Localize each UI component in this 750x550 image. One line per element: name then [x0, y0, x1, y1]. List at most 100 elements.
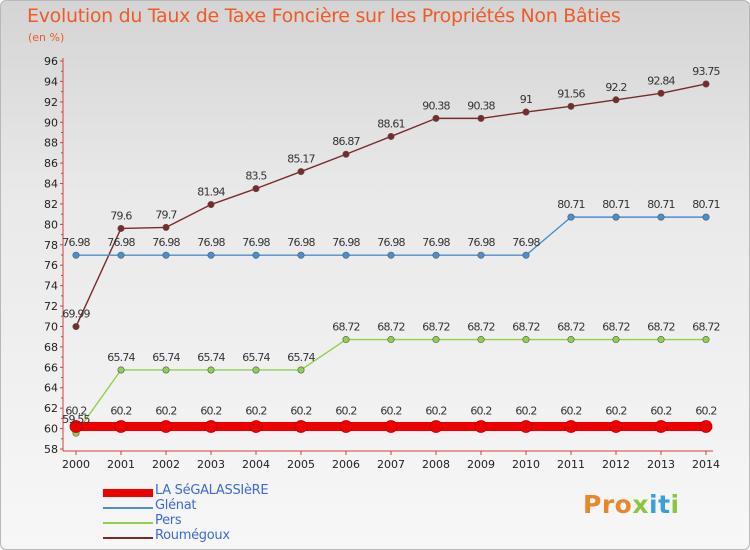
x-tick-label: 2012	[602, 458, 630, 471]
logo-letter: x	[632, 490, 649, 519]
data-label: 59.55	[62, 413, 90, 426]
data-point	[609, 420, 623, 433]
data-label: 60.2	[65, 405, 86, 418]
logo-letter: r	[601, 490, 615, 519]
data-point	[339, 420, 353, 433]
data-point	[657, 89, 665, 97]
logo-letter: P	[583, 490, 602, 519]
data-point	[567, 102, 575, 110]
data-label: 60.2	[650, 405, 671, 418]
data-label: 76.98	[287, 236, 315, 249]
data-label: 80.71	[557, 198, 585, 211]
data-label: 68.72	[557, 321, 585, 334]
y-tick-label: 68	[44, 341, 58, 354]
data-point	[384, 420, 398, 433]
data-label: 76.98	[197, 236, 225, 249]
chart-title: Evolution du Taux de Taxe Foncière sur l…	[27, 5, 621, 27]
x-tick-label: 2005	[287, 458, 315, 471]
data-point	[477, 251, 485, 259]
data-label: 60.2	[515, 405, 536, 418]
data-point	[387, 251, 395, 259]
data-point	[252, 185, 260, 193]
data-label: 76.98	[422, 236, 450, 249]
y-tick-label: 72	[44, 300, 58, 313]
data-point	[432, 336, 440, 344]
x-tick-label: 2013	[647, 458, 675, 471]
data-point	[564, 420, 578, 433]
data-point	[432, 114, 440, 122]
y-tick-label: 58	[44, 443, 58, 456]
y-tick-label: 90	[44, 116, 58, 129]
data-point	[117, 366, 125, 374]
data-point	[519, 420, 533, 433]
data-point	[72, 251, 80, 259]
data-point	[342, 150, 350, 158]
data-point	[249, 420, 263, 433]
data-point	[477, 336, 485, 344]
x-tick-label: 2002	[152, 458, 180, 471]
data-label: 65.74	[242, 351, 270, 364]
data-label: 79.7	[155, 208, 177, 221]
data-label: 76.98	[332, 236, 360, 249]
x-tick-label: 2004	[242, 458, 270, 471]
data-point	[72, 323, 80, 331]
legend-swatch-roumegoux	[103, 537, 153, 539]
data-label: 76.98	[242, 236, 270, 249]
data-label: 60.2	[155, 405, 176, 418]
data-label: 76.98	[107, 236, 135, 249]
data-label: 68.72	[332, 321, 360, 334]
data-point	[297, 251, 305, 259]
data-label: 60.2	[695, 405, 716, 418]
proxiti-logo: Proxiti	[583, 490, 680, 519]
data-label: 65.74	[197, 351, 225, 364]
legend-swatch-glenat	[103, 507, 153, 509]
x-tick-label: 2001	[107, 458, 135, 471]
data-point	[702, 336, 710, 344]
y-tick-label: 86	[44, 157, 58, 170]
y-tick-label: 66	[44, 361, 58, 374]
data-label: 85.17	[287, 153, 315, 166]
logo-letter: i	[670, 490, 680, 519]
y-tick-label: 70	[44, 320, 58, 333]
data-point	[204, 420, 218, 433]
data-point	[612, 336, 620, 344]
data-point	[612, 213, 620, 221]
legend-swatch-pers	[103, 522, 153, 524]
x-tick-label: 2008	[422, 458, 450, 471]
data-label: 65.74	[107, 351, 135, 364]
data-label: 76.98	[512, 236, 540, 249]
x-tick-label: 2011	[557, 458, 585, 471]
y-tick-label: 92	[44, 96, 58, 109]
data-label: 69.99	[62, 308, 90, 321]
data-point	[117, 251, 125, 259]
data-point	[432, 251, 440, 259]
y-tick-label: 84	[44, 178, 58, 191]
data-label: 60.2	[200, 405, 221, 418]
data-label: 68.72	[692, 321, 720, 334]
data-point	[162, 366, 170, 374]
data-label: 86.87	[332, 135, 360, 148]
data-label: 60.2	[470, 405, 491, 418]
data-point	[159, 420, 173, 433]
data-label: 88.61	[377, 117, 405, 130]
y-tick-label: 60	[44, 423, 58, 436]
data-label: 65.74	[152, 351, 180, 364]
data-point	[522, 251, 530, 259]
data-point	[252, 366, 260, 374]
data-label: 60.2	[560, 405, 581, 418]
data-label: 80.71	[647, 198, 675, 211]
data-point	[702, 80, 710, 88]
y-tick-label: 96	[44, 55, 58, 68]
data-label: 80.71	[602, 198, 630, 211]
data-label: 93.75	[692, 65, 720, 78]
data-label: 60.2	[605, 405, 626, 418]
data-point	[702, 213, 710, 221]
data-label: 60.2	[110, 405, 131, 418]
data-point	[69, 420, 83, 433]
y-tick-label: 88	[44, 137, 58, 150]
data-label: 79.6	[110, 209, 132, 222]
x-tick-label: 2003	[197, 458, 225, 471]
data-point	[429, 420, 443, 433]
legend-swatch-segalassiere	[103, 489, 153, 497]
